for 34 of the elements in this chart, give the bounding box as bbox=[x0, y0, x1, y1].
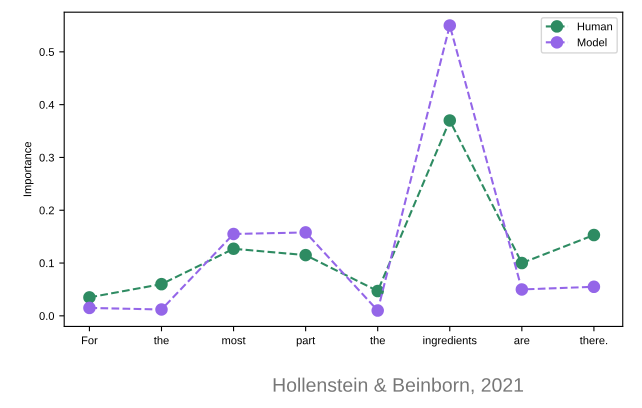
point bbox=[227, 228, 240, 240]
point bbox=[299, 248, 312, 262]
point bbox=[516, 283, 528, 296]
point bbox=[371, 284, 384, 298]
x-tick-label: are bbox=[514, 338, 530, 344]
x-tick-label: most bbox=[222, 336, 246, 344]
point bbox=[444, 114, 456, 127]
y-tick-label: 0.5 bbox=[39, 48, 54, 56]
point bbox=[299, 226, 312, 239]
point bbox=[444, 19, 456, 32]
point bbox=[83, 302, 96, 314]
point bbox=[588, 228, 600, 242]
x-tick-label: there. bbox=[580, 336, 608, 344]
text: Hollenstein & Beinborn, 2021 bbox=[274, 378, 524, 394]
x-tick-label: For bbox=[82, 336, 98, 344]
point bbox=[227, 242, 240, 256]
point bbox=[83, 291, 96, 304]
x-tick-label: the bbox=[154, 336, 169, 344]
x-tick-label: part bbox=[296, 336, 316, 346]
point bbox=[588, 280, 600, 294]
y-tick-label: 0.4 bbox=[39, 100, 54, 109]
legend-label: Model bbox=[578, 38, 606, 46]
y-tick-label: 0.0 bbox=[39, 312, 54, 320]
point bbox=[371, 304, 384, 317]
legend-label: Human bbox=[578, 22, 612, 30]
point bbox=[155, 278, 168, 290]
x-tick-label: ingredients bbox=[423, 336, 477, 346]
point bbox=[516, 256, 528, 270]
point bbox=[155, 303, 168, 316]
y-axis-title: Importance bbox=[24, 142, 34, 196]
x-tick-label: the bbox=[370, 336, 385, 344]
y-tick-label: 0.2 bbox=[39, 206, 54, 214]
y-tick-label: 0.1 bbox=[39, 259, 54, 268]
y-tick-label: 0.3 bbox=[39, 154, 54, 162]
